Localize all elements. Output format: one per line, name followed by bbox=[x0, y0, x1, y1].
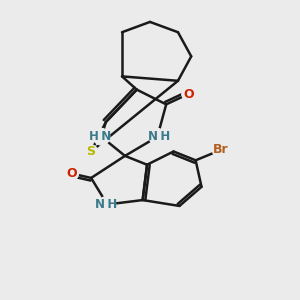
Circle shape bbox=[99, 196, 116, 213]
Text: S: S bbox=[87, 145, 96, 158]
Text: O: O bbox=[67, 167, 77, 180]
Circle shape bbox=[93, 128, 110, 145]
Text: N H: N H bbox=[148, 130, 170, 143]
Circle shape bbox=[85, 145, 98, 158]
Text: O: O bbox=[183, 88, 194, 100]
Circle shape bbox=[212, 142, 229, 158]
Text: H N: H N bbox=[89, 130, 111, 143]
Circle shape bbox=[182, 88, 195, 100]
Circle shape bbox=[149, 128, 166, 145]
Text: Br: Br bbox=[213, 143, 229, 157]
Text: N H: N H bbox=[95, 198, 117, 211]
Circle shape bbox=[65, 167, 79, 180]
